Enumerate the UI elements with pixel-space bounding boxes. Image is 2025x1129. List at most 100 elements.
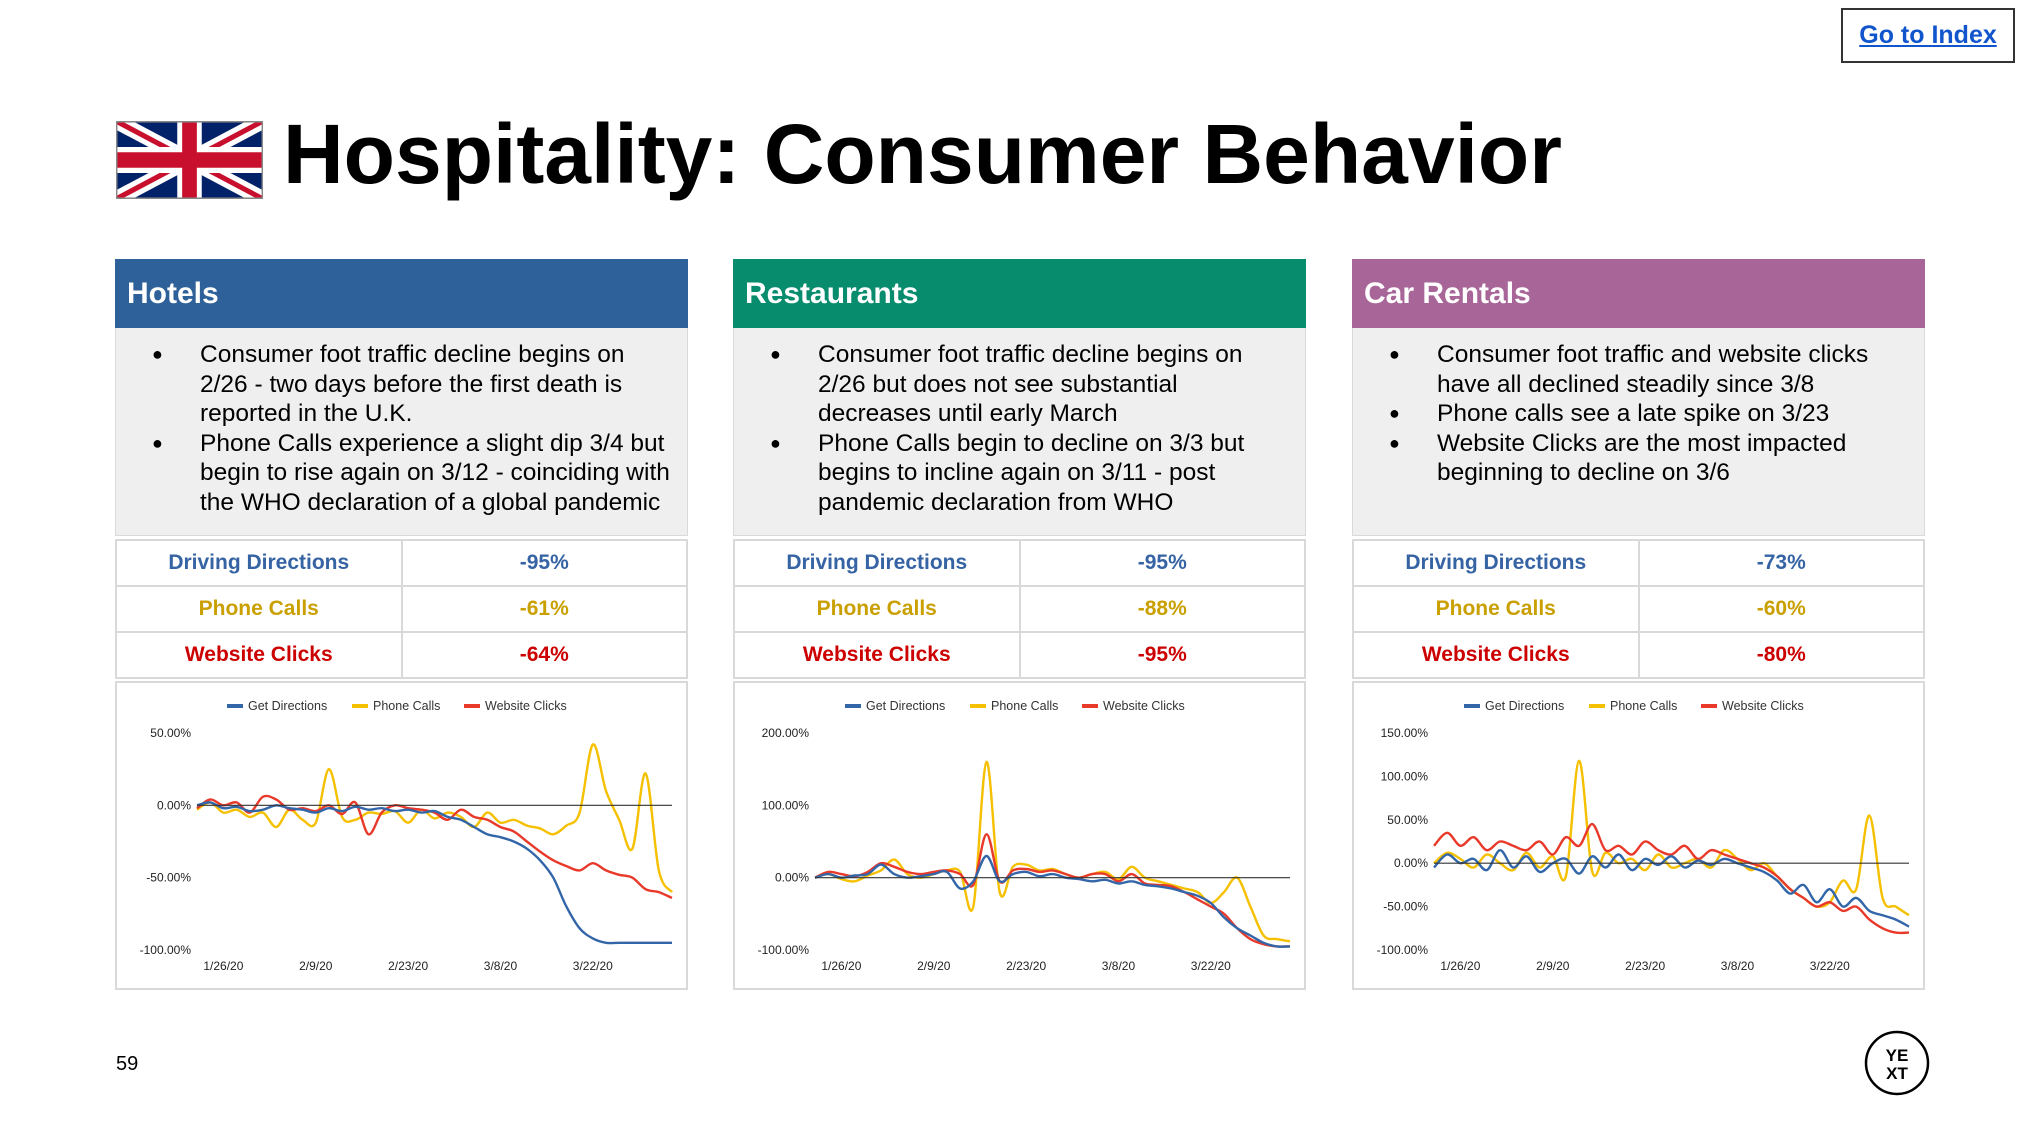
y-tick-label: 0.00% [157,798,191,812]
metric-row: Driving Directions -95% [733,539,1306,587]
bullet-item: Consumer foot traffic decline begins on … [770,340,1295,429]
metric-value: -61% [400,585,688,633]
uk-flag-icon [116,121,263,199]
metric-value: -64% [400,631,688,679]
page-title: Hospitality: Consumer Behavior [283,107,1562,201]
legend-label: Get Directions [1485,699,1564,713]
series-line-get-directions [196,801,672,945]
legend-swatch [1589,704,1605,708]
x-tick-label: 2/9/20 [917,959,951,973]
bullet-item: Phone Calls begin to decline on 3/3 but … [770,429,1295,518]
series-line-phone-calls [196,743,674,893]
bullet-item: Phone Calls experience a slight dip 3/4 … [152,429,677,518]
metric-row: Website Clicks -64% [115,631,688,679]
x-tick-label: 3/22/20 [573,959,613,973]
legend-label: Website Clicks [1722,699,1804,713]
metric-label: Driving Directions [733,539,1021,587]
bullet-item: Website Clicks are the most impacted beg… [1389,429,1914,488]
chart-legend: Get Directions Phone Calls Website Clicks [227,699,567,713]
panel-title: Restaurants [745,276,919,310]
y-tick-label: 100.00% [762,798,810,812]
y-tick-label: -100.00% [758,943,810,957]
metric-label: Phone Calls [1352,585,1640,633]
series-line-phone-calls [1433,759,1910,917]
metrics-table: Driving Directions -95% Phone Calls -88%… [733,539,1306,679]
metrics-table: Driving Directions -73% Phone Calls -60%… [1352,539,1925,679]
x-tick-label: 1/26/20 [1440,959,1480,973]
go-to-index-label[interactable]: Go to Index [1859,21,1997,49]
y-tick-label: 100.00% [1381,769,1429,783]
x-tick-label: 3/8/20 [1102,959,1136,973]
metric-value: -80% [1637,631,1925,679]
panel-title: Car Rentals [1364,276,1531,310]
metric-value: -95% [1018,631,1306,679]
x-tick-label: 2/9/20 [1536,959,1570,973]
y-tick-label: 0.00% [1394,856,1428,870]
x-tick-label: 1/26/20 [821,959,861,973]
metric-row: Website Clicks -95% [733,631,1306,679]
metric-row: Phone Calls -60% [1352,585,1925,633]
panel-header: Hotels [115,259,688,328]
x-tick-label: 3/8/20 [484,959,518,973]
y-tick-label: 50.00% [1387,813,1428,827]
panel-description: Consumer foot traffic decline begins on … [733,328,1306,536]
bullet-item: Consumer foot traffic decline begins on … [152,340,677,429]
y-tick-label: 200.00% [762,726,810,740]
legend-swatch [1464,704,1480,708]
page-number: 59 [116,1053,139,1075]
metric-label: Website Clicks [115,631,403,679]
metric-row: Phone Calls -61% [115,585,688,633]
line-chart-restaurants: Get Directions Phone Calls Website Clicks 2… [733,681,1306,990]
metric-row: Driving Directions -95% [115,539,688,587]
legend-label: Website Clicks [1103,699,1185,713]
metric-row: Phone Calls -88% [733,585,1306,633]
bullet-item: Consumer foot traffic and website clicks… [1389,340,1914,399]
legend-swatch [845,704,861,708]
legend-label: Phone Calls [1610,699,1677,713]
series-line-website-clicks [814,833,1291,948]
metric-label: Driving Directions [1352,539,1640,587]
metric-row: Website Clicks -80% [1352,631,1925,679]
panel-hotels: Hotels Consumer foot traffic decline beg… [115,259,688,990]
metric-value: -95% [400,539,688,587]
x-tick-label: 3/22/20 [1810,959,1850,973]
legend-label: Phone Calls [373,699,440,713]
metric-label: Phone Calls [115,585,403,633]
metrics-table: Driving Directions -95% Phone Calls -61%… [115,539,688,679]
panel-header: Restaurants [733,259,1306,328]
legend-swatch [970,704,986,708]
legend-label: Get Directions [866,699,945,713]
chart-legend: Get Directions Phone Calls Website Clicks [1464,699,1804,713]
chart-svg: Get Directions Phone Calls Website Clicks 1… [1377,699,1910,973]
bullet-item: Phone calls see a late spike on 3/23 [1389,399,1914,429]
line-chart-car-rentals: Get Directions Phone Calls Website Clicks 1… [1352,681,1925,990]
series-line-website-clicks [196,794,673,900]
metric-row: Driving Directions -73% [1352,539,1925,587]
legend-swatch [464,704,480,708]
y-tick-label: -100.00% [1377,943,1429,957]
panel-header: Car Rentals [1352,259,1925,328]
x-tick-label: 3/22/20 [1191,959,1231,973]
panel-description: Consumer foot traffic and website clicks… [1352,328,1925,536]
y-tick-label: 150.00% [1381,726,1429,740]
x-tick-label: 2/23/20 [388,959,428,973]
panel-car-rentals: Car Rentals Consumer foot traffic and we… [1352,259,1925,990]
legend-label: Get Directions [248,699,327,713]
go-to-index-link[interactable]: Go to Index [1841,8,2015,63]
line-chart-hotels: Get Directions Phone Calls Website Clicks 5… [115,681,688,990]
metric-value: -60% [1637,585,1925,633]
series-line-get-directions [814,854,1291,948]
metric-label: Driving Directions [115,539,403,587]
legend-swatch [1082,704,1098,708]
legend-swatch [1701,704,1717,708]
series-line-phone-calls [814,760,1291,943]
x-tick-label: 2/23/20 [1625,959,1665,973]
legend-label: Website Clicks [485,699,567,713]
metric-label: Phone Calls [733,585,1021,633]
logo-text-bottom: XT [1886,1064,1908,1083]
legend-swatch [352,704,368,708]
x-tick-label: 2/9/20 [299,959,333,973]
series-line-get-directions [1433,849,1910,928]
x-tick-label: 2/23/20 [1006,959,1046,973]
x-tick-label: 3/8/20 [1721,959,1755,973]
